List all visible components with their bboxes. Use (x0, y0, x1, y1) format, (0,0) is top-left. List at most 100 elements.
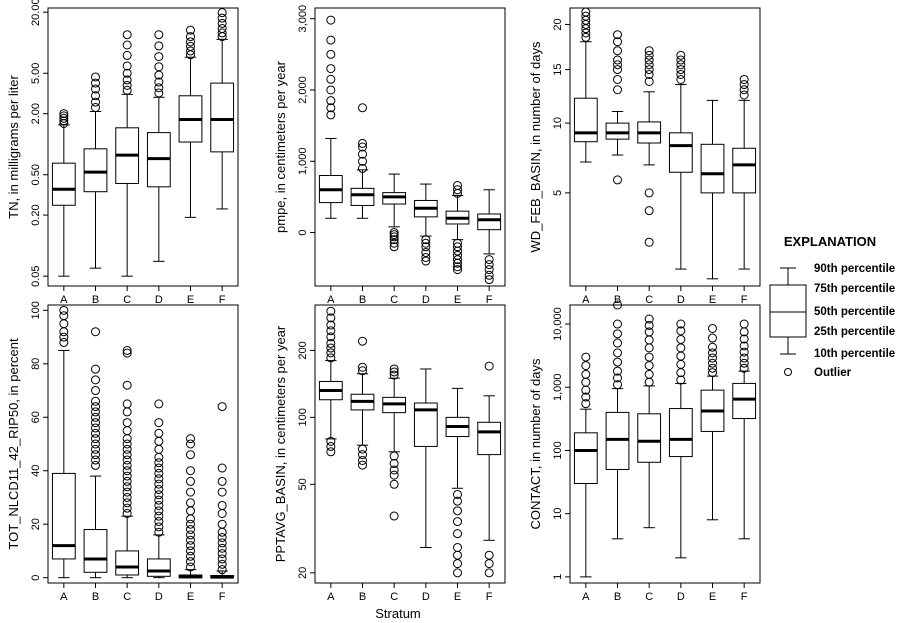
outlier-point (358, 138, 367, 148)
outlier-point (389, 232, 399, 242)
outlier-point (122, 50, 132, 60)
y-axis-title: CONTACT, in number of days (528, 358, 543, 529)
legend-label-p75: 75th percentile (814, 283, 895, 295)
outlier-point (217, 538, 227, 548)
outlier-point (644, 46, 654, 56)
outlier-point (217, 565, 227, 575)
outlier-point (644, 69, 654, 79)
y-axis-title: TN, in milligrams per liter (6, 74, 21, 218)
y-tick-label: 3,000 (297, 5, 309, 33)
outlier-point (326, 353, 336, 363)
iqr-box (668, 408, 693, 458)
x-tick-label: D (422, 591, 430, 603)
outlier-point (186, 25, 195, 35)
outlier-point (613, 30, 622, 40)
x-tick-label: A (582, 294, 590, 306)
iqr-box (573, 432, 598, 485)
panel-1: 0.05 0.20 0.50 2.00 5.00 20.00 A B C D E F TN, in mi… (6, 0, 239, 306)
y-tick-label: 1 (552, 574, 564, 580)
outlier-point (739, 85, 749, 95)
outlier-point (122, 68, 132, 78)
outlier-point (676, 69, 686, 79)
y-tick-label: 2.00 (30, 103, 42, 124)
outlier-point (644, 206, 654, 216)
x-tick-label: B (614, 591, 621, 603)
x-tick-label: A (60, 294, 68, 306)
outlier-point (122, 460, 132, 470)
iqr-box (732, 147, 757, 194)
box-B (83, 327, 108, 579)
panel-frame (47, 304, 239, 584)
outlier-point (154, 474, 164, 484)
x-tick-label: C (645, 591, 653, 603)
x-tick-label: A (582, 591, 590, 603)
outlier-point (186, 498, 195, 508)
outlier-point (421, 247, 431, 257)
iqr-box (573, 97, 598, 143)
outlier-point (453, 529, 462, 539)
outlier-point (186, 439, 195, 449)
outlier-point (91, 91, 100, 101)
outlier-point (154, 418, 164, 428)
outlier-point (326, 320, 336, 330)
iqr-box (700, 143, 725, 194)
iqr-box (83, 529, 108, 573)
outlier-point (739, 363, 749, 373)
outlier-point (122, 498, 132, 508)
x-axis-title: Stratum (375, 606, 421, 621)
outlier-point (453, 265, 462, 275)
outlier-point (122, 85, 132, 95)
outlier-point (453, 262, 462, 272)
outlier-point (186, 434, 195, 444)
outlier-point (613, 175, 622, 185)
outlier-point (91, 460, 100, 470)
outlier-point (154, 517, 164, 527)
outlier-point (613, 65, 622, 75)
outlier-point (453, 496, 462, 506)
outlier-point (217, 402, 227, 412)
outlier-point (453, 542, 462, 552)
outlier-point (154, 484, 164, 494)
y-tick-label: 5.00 (30, 63, 42, 84)
x-tick-label: B (92, 294, 99, 306)
y-tick-label: 80 (30, 358, 42, 370)
box-E (178, 434, 203, 579)
y-tick-label: 20 (552, 18, 564, 30)
outlier-point (421, 242, 431, 252)
outlier-point (154, 77, 164, 87)
outlier-point (389, 459, 399, 469)
outlier-point (186, 525, 195, 535)
outlier-point (91, 72, 100, 82)
outlier-point (154, 452, 164, 462)
x-tick-label: D (155, 294, 163, 306)
outlier-point (59, 311, 69, 321)
outlier-point (581, 399, 591, 409)
outlier-point (644, 352, 654, 362)
outlier-point (122, 40, 132, 50)
outlier-point (644, 369, 654, 379)
outlier-point (326, 15, 336, 25)
outlier-point (326, 326, 336, 336)
outlier-point (91, 412, 100, 422)
y-tick-label: 1,000 (297, 147, 309, 175)
outlier-point (122, 492, 132, 502)
outlier-point (59, 332, 69, 342)
outlier-point (389, 470, 399, 480)
y-tick-label: 20 (30, 518, 42, 530)
y-tick-label: 20 (297, 567, 309, 579)
y-axis-title: WD_FEB_BASIN, in number of days (528, 41, 543, 252)
outlier-point (217, 500, 227, 510)
outlier-point (484, 361, 494, 371)
outlier-point (484, 559, 494, 569)
outlier-point (644, 65, 654, 75)
box-B (83, 72, 108, 269)
panel-3: 5 10 15 20 A B C D E F WD_FEB_BASIN, in number of … (528, 7, 761, 306)
legend-label-p50: 50th percentile (814, 306, 895, 318)
outlier-point (154, 463, 164, 473)
outlier-point (154, 527, 164, 537)
box-C (382, 364, 407, 521)
y-tick-label: 0.20 (30, 204, 42, 225)
outlier-point (581, 392, 591, 402)
outlier-point (389, 228, 399, 238)
